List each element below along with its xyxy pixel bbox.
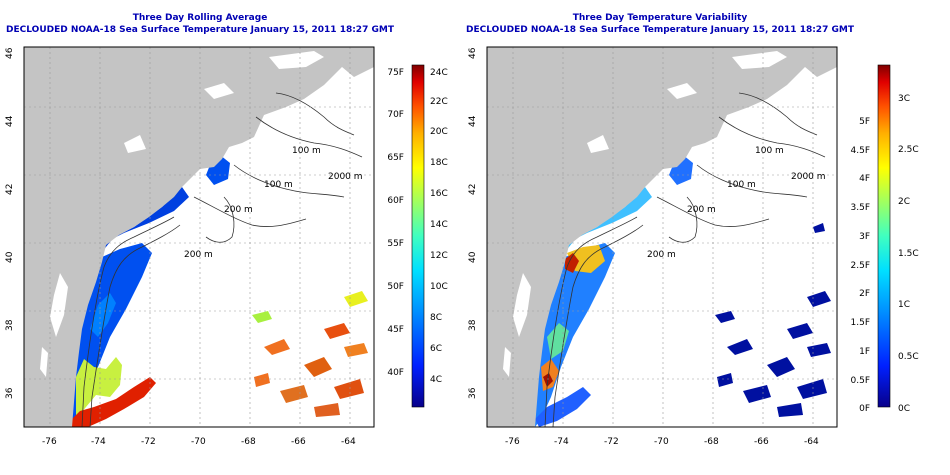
left-xtick: -74: [91, 437, 106, 447]
left-contour-label-3: 200 m: [224, 205, 253, 215]
left-cb-f: 50F: [387, 282, 404, 292]
right-cb-f: 3F: [859, 232, 870, 242]
left-contour-label-5: 200 m: [184, 250, 213, 260]
left-contour-label-1: 100 m: [292, 146, 321, 156]
right-ytick: 36: [468, 387, 478, 399]
left-cb-c: 22C: [430, 97, 448, 107]
right-xtick: -76: [505, 437, 520, 447]
right-xtick: -68: [704, 437, 719, 447]
right-cb-f: 3.5F: [851, 203, 871, 213]
left-cb-c: 18C: [430, 158, 448, 168]
left-map-panel: 100 m 100 m 200 m 2000 m 200 m: [23, 46, 375, 428]
right-cb-f: 1.5F: [851, 318, 871, 328]
right-cb-c: 0.5C: [898, 352, 919, 362]
left-cb-c: 8C: [430, 313, 442, 323]
right-ytick: 38: [468, 319, 478, 331]
right-ytick: 42: [468, 184, 478, 195]
right-cb-f: 2.5F: [851, 261, 871, 271]
right-cb-c: 2C: [898, 197, 910, 207]
right-cb-c: 2.5C: [898, 145, 919, 155]
right-contour-label-3: 200 m: [687, 205, 716, 215]
right-xtick: -74: [554, 437, 569, 447]
left-title-line1: Three Day Rolling Average: [132, 13, 268, 23]
right-ytick: 46: [468, 47, 478, 59]
right-xtick: -66: [754, 437, 769, 447]
right-cb-f: 4F: [859, 174, 870, 184]
left-cb-f: 65F: [387, 153, 404, 163]
left-x-axis: -76 -74 -72 -70 -68 -66 -64: [42, 437, 356, 447]
left-gridlines: [24, 47, 374, 427]
left-cb-c: 20C: [430, 127, 448, 137]
left-cb-f: 45F: [387, 325, 404, 335]
left-ytick: 38: [5, 319, 15, 331]
right-title-line2: DECLOUDED NOAA-18 Sea Surface Temperatur…: [466, 25, 854, 35]
right-cb-f: 0.5F: [851, 376, 871, 386]
right-ytick: 44: [468, 115, 478, 127]
left-cb-f: 75F: [387, 68, 404, 78]
right-map-title: Three Day Temperature Variability DECLOU…: [460, 13, 860, 35]
right-xtick: -70: [654, 437, 669, 447]
left-ytick: 40: [5, 251, 15, 263]
right-cb-c: 1.5C: [898, 249, 919, 259]
left-ytick: 44: [5, 115, 15, 127]
right-cb-f: 5F: [859, 117, 870, 127]
right-xtick: -64: [804, 437, 819, 447]
right-cb-f: 0F: [859, 404, 870, 414]
right-gridlines: [487, 47, 837, 427]
right-title-line1: Three Day Temperature Variability: [572, 13, 748, 23]
left-ytick: 46: [5, 47, 15, 59]
left-cb-f: 55F: [387, 239, 404, 249]
left-contour-label-2: 100 m: [264, 180, 293, 190]
left-y-axis: 36 38 40 42 44 46: [5, 47, 15, 399]
left-cb-c: 4C: [430, 375, 442, 385]
right-cb-f: 2F: [859, 289, 870, 299]
left-cb-c: 10C: [430, 282, 448, 292]
left-cb-c: 14C: [430, 220, 448, 230]
right-cb-c: 3C: [898, 94, 910, 104]
left-cb-f: 40F: [387, 368, 404, 378]
right-colorbar: 3C 2.5C 2C 1.5C 1C 0.5C 0C 5F 4.5F 4F 3.…: [851, 64, 919, 414]
left-xtick: -70: [191, 437, 206, 447]
left-map-title: Three Day Rolling Average DECLOUDED NOAA…: [0, 13, 400, 35]
left-colorbar: 24C 22C 20C 18C 16C 14C 12C 10C 8C 6C 4C…: [387, 64, 448, 408]
left-cb-c: 6C: [430, 344, 442, 354]
left-cb-c: 16C: [430, 189, 448, 199]
left-cb-c: 24C: [430, 68, 448, 78]
left-xtick: -68: [241, 437, 256, 447]
left-cb-f: 60F: [387, 196, 404, 206]
right-cb-c: 1C: [898, 300, 910, 310]
right-xtick: -72: [604, 437, 619, 447]
right-ytick: 40: [468, 251, 478, 263]
right-cb-c: 0C: [898, 404, 910, 414]
left-title-line2: DECLOUDED NOAA-18 Sea Surface Temperatur…: [6, 25, 394, 35]
right-contour-label-5: 200 m: [647, 250, 676, 260]
left-ytick: 42: [5, 184, 15, 195]
right-y-axis: 36 38 40 42 44 46: [468, 47, 478, 399]
left-xtick: -64: [341, 437, 356, 447]
left-contour-label-4: 2000 m: [328, 172, 363, 182]
left-xtick: -72: [141, 437, 156, 447]
right-contour-label-1: 100 m: [755, 146, 784, 156]
left-xtick: -76: [42, 437, 57, 447]
left-xtick: -66: [291, 437, 306, 447]
right-map-panel: 100 m 100 m 200 m 2000 m 200 m: [486, 46, 838, 428]
right-contour-label-4: 2000 m: [791, 172, 826, 182]
right-x-axis: -76 -74 -72 -70 -68 -66 -64: [505, 437, 819, 447]
right-cb-f: 4.5F: [851, 146, 871, 156]
right-contour-label-2: 100 m: [727, 180, 756, 190]
left-ytick: 36: [5, 387, 15, 399]
left-cb-f: 70F: [387, 110, 404, 120]
left-cb-c: 12C: [430, 251, 448, 261]
right-cb-f: 1F: [859, 347, 870, 357]
